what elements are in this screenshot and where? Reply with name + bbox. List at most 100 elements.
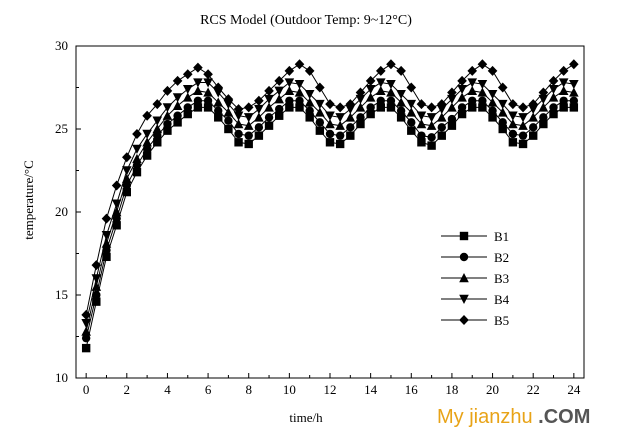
data-point <box>335 113 345 123</box>
data-point <box>497 82 508 93</box>
data-point <box>548 92 559 102</box>
data-point <box>223 94 234 105</box>
series-b5 <box>81 59 579 320</box>
data-point <box>548 84 559 95</box>
data-point <box>559 103 568 112</box>
legend-marker <box>459 273 469 283</box>
x-tick-label: 2 <box>124 382 131 397</box>
data-point <box>539 113 548 122</box>
data-point <box>396 97 406 107</box>
data-point <box>558 65 569 76</box>
data-point <box>214 106 223 115</box>
data-point <box>396 106 406 115</box>
y-tick-label: 20 <box>55 204 68 219</box>
data-point <box>569 103 579 112</box>
x-axis: 0 2 4 6 8 10 12 14 16 18 20 22 24 <box>83 373 581 397</box>
data-point <box>152 124 163 134</box>
data-point <box>346 123 355 132</box>
data-point <box>558 78 569 88</box>
data-point <box>335 120 345 130</box>
data-point <box>549 103 558 112</box>
data-point <box>132 167 142 177</box>
data-point <box>488 106 497 115</box>
data-point <box>538 102 549 112</box>
data-point <box>264 94 274 105</box>
data-point <box>315 107 325 117</box>
data-point <box>406 82 417 93</box>
data-point <box>254 123 264 132</box>
legend-marker <box>459 294 469 304</box>
y-tick-label: 25 <box>55 121 68 136</box>
data-point <box>345 104 356 115</box>
data-point <box>518 113 528 123</box>
x-tick-label: 6 <box>205 382 212 397</box>
data-point <box>264 102 274 112</box>
data-point <box>244 139 253 149</box>
data-point <box>162 103 173 113</box>
data-point <box>153 131 162 140</box>
data-point <box>254 131 264 140</box>
data-point <box>142 144 152 154</box>
data-point <box>122 173 132 183</box>
data-point <box>315 118 325 127</box>
data-point <box>345 99 356 110</box>
data-point <box>254 95 264 106</box>
data-point <box>335 139 345 149</box>
data-point <box>417 131 426 140</box>
data-point <box>305 106 314 115</box>
data-point <box>365 92 376 102</box>
data-point <box>569 87 579 97</box>
data-point <box>437 131 446 140</box>
data-point <box>386 96 396 105</box>
data-point <box>355 87 366 98</box>
data-point <box>416 119 427 129</box>
data-point <box>386 79 396 90</box>
data-point <box>407 126 416 135</box>
data-point <box>386 87 396 97</box>
data-point <box>355 102 366 112</box>
data-point <box>81 333 91 343</box>
legend-label: B4 <box>494 292 510 307</box>
series-b4 <box>81 78 579 329</box>
data-point <box>457 109 467 119</box>
data-point <box>153 138 162 147</box>
series-b1 <box>81 103 579 353</box>
x-tick-label: 16 <box>405 382 419 397</box>
x-tick-label: 12 <box>324 382 337 397</box>
series-b2 <box>81 96 579 343</box>
data-point <box>356 113 365 122</box>
data-point <box>132 128 142 139</box>
data-point <box>528 112 538 122</box>
data-point <box>477 59 488 70</box>
data-point <box>549 109 558 119</box>
data-point <box>92 297 101 306</box>
data-point <box>224 124 233 134</box>
data-point <box>264 113 274 122</box>
data-point <box>325 129 335 139</box>
data-point <box>132 144 142 154</box>
data-point <box>162 85 173 96</box>
data-point <box>447 102 457 112</box>
data-point <box>162 110 173 120</box>
data-point <box>203 96 213 105</box>
data-point <box>529 131 538 140</box>
data-point <box>376 78 386 88</box>
data-point <box>376 65 386 76</box>
data-point <box>325 138 335 147</box>
data-point <box>214 113 223 122</box>
legend-label: B2 <box>494 250 509 265</box>
data-point <box>335 102 345 113</box>
data-point <box>223 107 234 117</box>
data-point <box>294 59 305 70</box>
data-point <box>508 129 518 139</box>
data-point <box>426 113 437 123</box>
watermark-text: My jianzhu <box>437 406 533 428</box>
watermark-suffix: .COM <box>532 406 591 428</box>
data-point <box>182 92 193 102</box>
data-point <box>213 82 224 93</box>
series-layer <box>81 59 579 353</box>
data-point <box>529 123 538 132</box>
data-point <box>203 103 213 112</box>
data-point <box>304 89 315 100</box>
x-tick-label: 14 <box>364 382 378 397</box>
